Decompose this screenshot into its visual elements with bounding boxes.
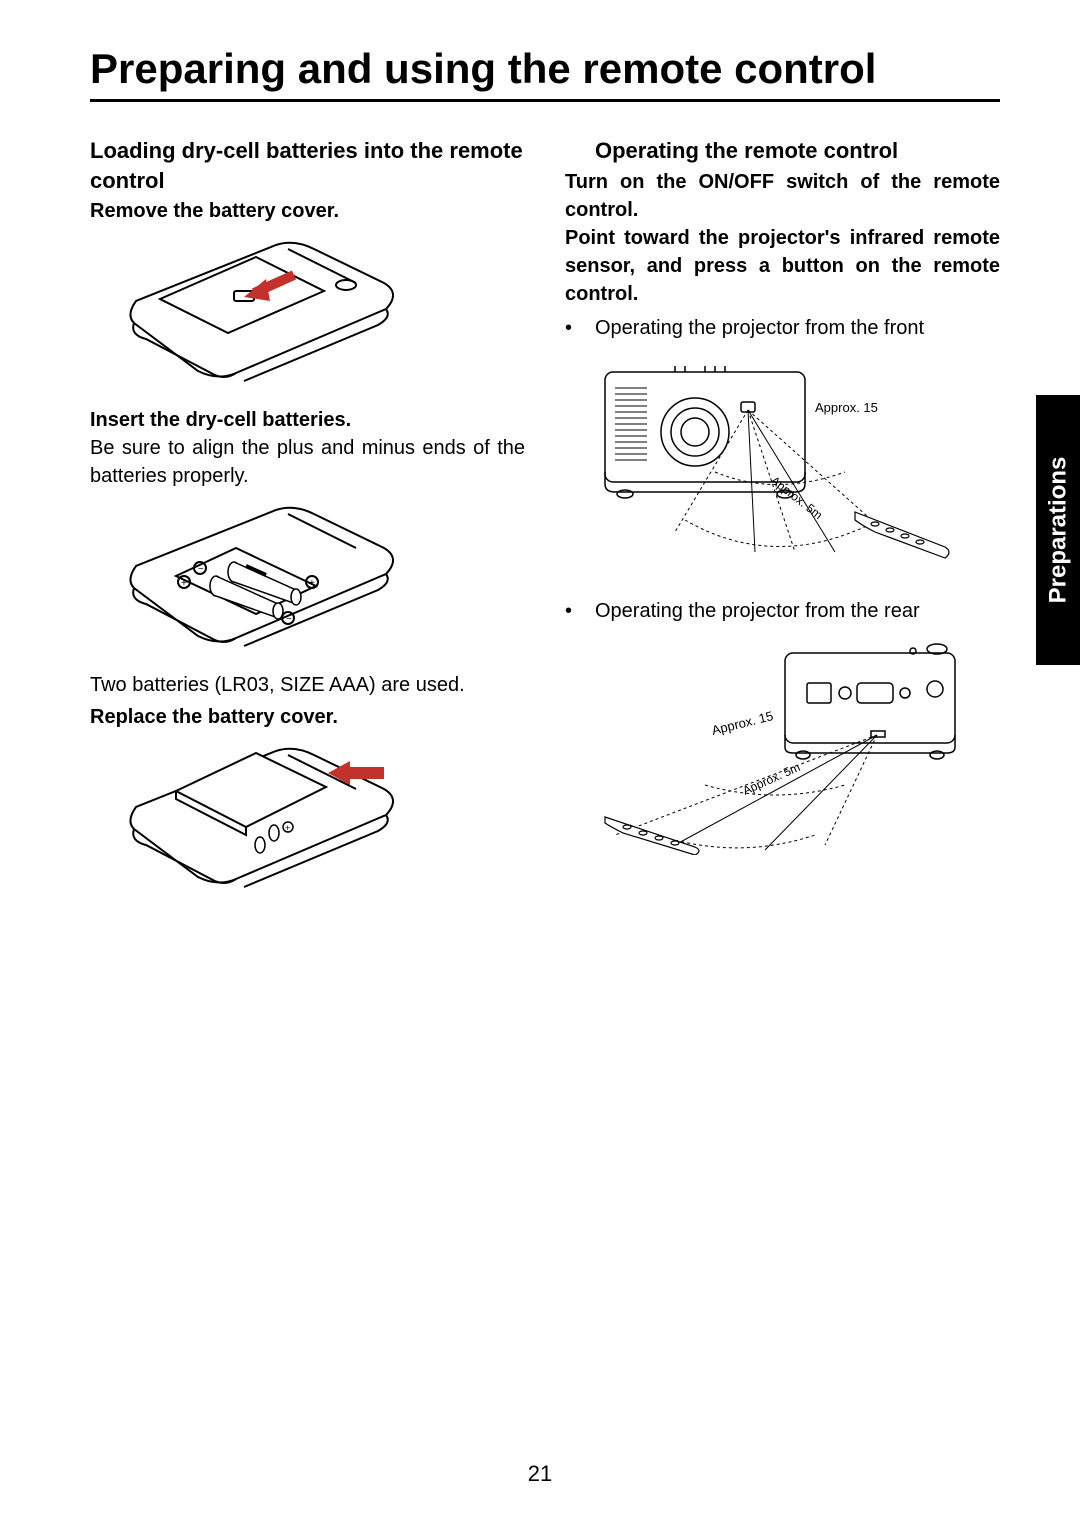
illustration-rear: Approx. 15 Approx. 5m bbox=[575, 635, 1000, 860]
bullet-front-text: Operating the projector from the front bbox=[595, 314, 924, 342]
left-subhead: Loading dry-cell batteries into the remo… bbox=[90, 136, 525, 195]
step-insert-body: Be sure to align the plus and minus ends… bbox=[90, 434, 525, 490]
svg-text:−: − bbox=[286, 614, 292, 625]
svg-text:+: + bbox=[285, 823, 290, 833]
section-tab-label: Preparations bbox=[1044, 457, 1072, 604]
svg-text:+: + bbox=[309, 578, 315, 589]
right-step1: Turn on the ON/OFF switch of the remote … bbox=[565, 168, 1000, 224]
rear-angle-label: Approx. 15 bbox=[710, 708, 775, 738]
bullet-dot-icon: • bbox=[565, 597, 595, 625]
bullet-rear-text: Operating the projector from the rear bbox=[595, 597, 920, 625]
bullet-front: • Operating the projector from the front bbox=[565, 314, 1000, 342]
step-replace-cover: Replace the battery cover. bbox=[90, 703, 525, 731]
bullet-dot-icon: • bbox=[565, 314, 595, 342]
right-column: Operating the remote control Turn on the… bbox=[565, 136, 1000, 912]
step-remove-cover: Remove the battery cover. bbox=[90, 197, 525, 225]
page-number: 21 bbox=[0, 1461, 1080, 1487]
section-tab: Preparations bbox=[1036, 395, 1080, 665]
right-subhead: Operating the remote control bbox=[595, 136, 1000, 166]
illustration-front: Approx. 15 Approx. 5m bbox=[575, 352, 1000, 577]
illustration-remove-cover bbox=[116, 235, 525, 390]
bullet-rear: • Operating the projector from the rear bbox=[565, 597, 1000, 625]
illustration-insert-batteries: + − − + bbox=[116, 500, 525, 655]
step-insert-batteries: Insert the dry-cell batteries. bbox=[90, 406, 525, 434]
left-column: Loading dry-cell batteries into the remo… bbox=[90, 136, 525, 912]
battery-note: Two batteries (LR03, SIZE AAA) are used. bbox=[90, 671, 525, 699]
right-step2: Point toward the projector's infrared re… bbox=[565, 224, 1000, 308]
front-angle-label: Approx. 15 bbox=[815, 400, 878, 415]
page-title: Preparing and using the remote control bbox=[90, 45, 1000, 102]
svg-text:−: − bbox=[198, 564, 204, 575]
svg-text:+: + bbox=[181, 578, 187, 589]
illustration-replace-cover: + bbox=[116, 741, 525, 896]
